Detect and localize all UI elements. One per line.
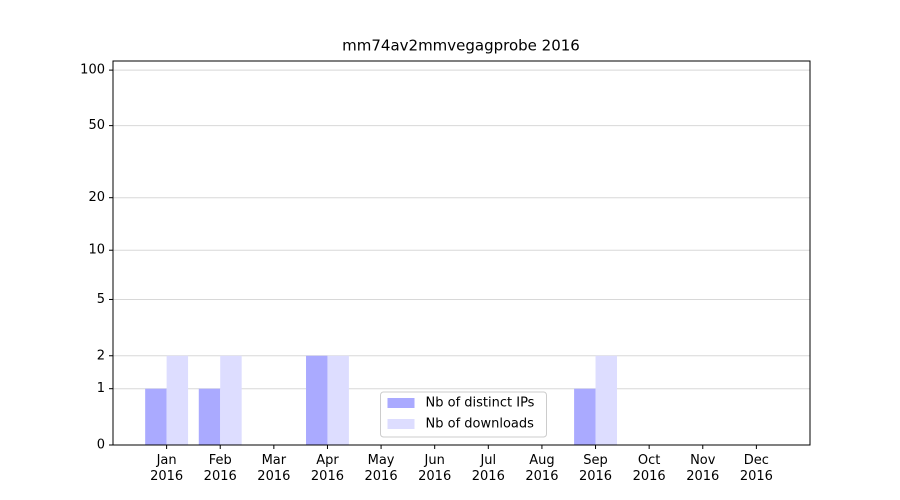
bar: [595, 355, 617, 445]
legend: Nb of distinct IPs Nb of downloads: [380, 391, 547, 438]
x-tick-label: Jun 2016: [418, 453, 452, 484]
bar: [327, 355, 349, 445]
x-tick-label: Mar 2016: [257, 453, 291, 484]
legend-swatch: [387, 419, 415, 429]
x-tick-label: Dec 2016: [739, 453, 773, 484]
x-tick-label: May 2016: [364, 453, 398, 484]
bar: [198, 388, 221, 445]
plot-frame: [112, 60, 811, 446]
bar: [145, 388, 167, 445]
x-tick-label: Oct 2016: [632, 453, 666, 484]
y-tick-label: 0: [97, 438, 105, 453]
x-tick-label: Jan 2016: [150, 453, 184, 484]
legend-swatch: [387, 398, 415, 408]
legend-label: Nb of downloads: [426, 417, 535, 432]
bar: [220, 355, 242, 445]
x-tick-label: Feb 2016: [203, 453, 237, 484]
y-tick-label: 50: [88, 118, 105, 133]
legend-box: [380, 391, 547, 438]
y-tick-label: 1: [97, 381, 105, 396]
bar: [166, 355, 189, 445]
x-tick-label: Apr 2016: [310, 453, 344, 484]
x-tick-label: Sep 2016: [578, 453, 613, 484]
y-tick-label: 10: [88, 243, 105, 258]
x-tick-label: Jul 2016: [471, 453, 505, 484]
x-tick-label: Nov 2016: [686, 453, 720, 484]
y-tick-label: 5: [97, 292, 105, 307]
chart-title: mm74av2mmvegagprobe 2016: [342, 37, 580, 55]
y-tick-label: 20: [88, 190, 105, 205]
y-tick-label: 2: [97, 348, 105, 363]
x-tick-label: Aug 2016: [525, 453, 559, 484]
bar: [306, 355, 328, 445]
y-tick-label: 100: [80, 63, 105, 78]
legend-label: Nb of distinct IPs: [426, 396, 535, 411]
bar: [574, 388, 596, 445]
